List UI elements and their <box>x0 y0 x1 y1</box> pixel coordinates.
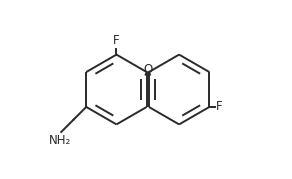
Text: NH₂: NH₂ <box>49 134 72 147</box>
Text: O: O <box>143 63 152 76</box>
Text: F: F <box>113 34 120 47</box>
Text: F: F <box>216 100 223 113</box>
